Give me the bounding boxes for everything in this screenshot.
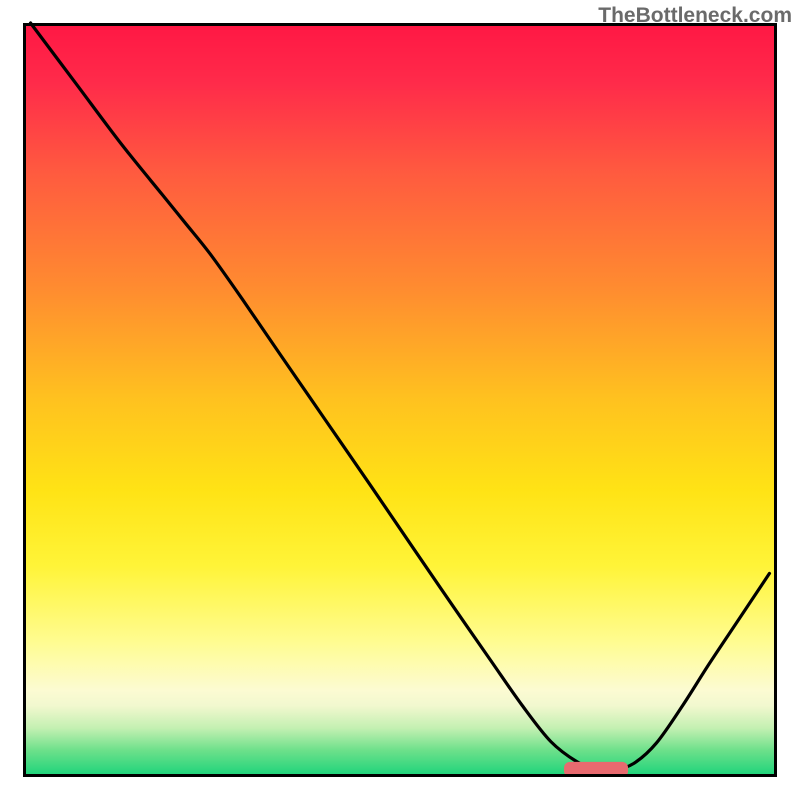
plot-border (23, 23, 777, 777)
chart-root: TheBottleneck.com (0, 0, 800, 800)
watermark-text: TheBottleneck.com (598, 4, 792, 28)
